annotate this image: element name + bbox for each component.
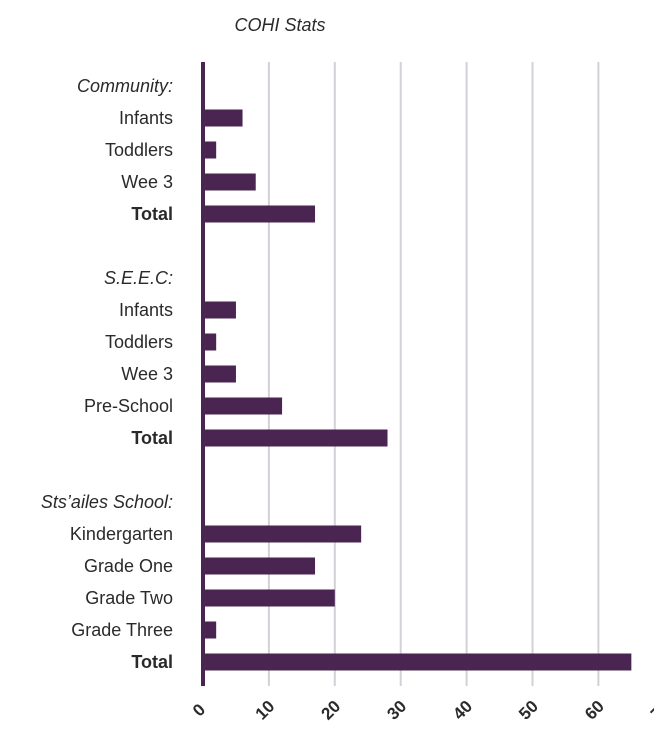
category-label-2: Toddlers bbox=[105, 140, 173, 160]
bar-3 bbox=[203, 173, 256, 191]
category-label-13: Sts’ailes School: bbox=[41, 492, 173, 512]
x-tick-label-60: 60 bbox=[581, 697, 608, 724]
category-label-17: Grade Three bbox=[71, 620, 173, 640]
bar-11 bbox=[203, 429, 388, 447]
bar-15 bbox=[203, 557, 316, 575]
bar-10 bbox=[203, 397, 283, 415]
grid-lines bbox=[267, 62, 600, 686]
category-label-16: Grade Two bbox=[85, 588, 173, 608]
bar-17 bbox=[203, 621, 217, 639]
category-label-6: S.E.E.C: bbox=[104, 268, 173, 288]
category-label-14: Kindergarten bbox=[70, 524, 173, 544]
bar-9 bbox=[203, 365, 236, 383]
bar-7 bbox=[203, 301, 236, 319]
category-label-1: Infants bbox=[119, 108, 173, 128]
category-label-11: Total bbox=[131, 428, 173, 448]
category-label-8: Toddlers bbox=[105, 332, 173, 352]
x-tick-label-50: 50 bbox=[515, 697, 542, 724]
category-label-9: Wee 3 bbox=[121, 364, 173, 384]
bar-14 bbox=[203, 525, 362, 543]
x-tick-label-30: 30 bbox=[383, 697, 410, 724]
x-tick-label-20: 20 bbox=[318, 697, 345, 724]
bars bbox=[203, 109, 632, 671]
bar-4 bbox=[203, 205, 316, 223]
bar-18 bbox=[203, 653, 632, 671]
x-tick-label-70: 70 bbox=[647, 697, 654, 724]
category-label-15: Grade One bbox=[84, 556, 173, 576]
x-tick-label-0: 0 bbox=[189, 700, 209, 720]
category-label-4: Total bbox=[131, 204, 173, 224]
category-label-18: Total bbox=[131, 652, 173, 672]
bar-8 bbox=[203, 333, 217, 351]
category-labels: Community: Infants Toddlers Wee 3 Total S.E.E… bbox=[41, 76, 173, 672]
x-axis-ticks: 0 10 20 30 40 50 60 70 bbox=[189, 697, 654, 724]
category-label-0: Community: bbox=[77, 76, 173, 96]
chart-title: COHI Stats bbox=[234, 15, 325, 35]
category-label-3: Wee 3 bbox=[121, 172, 173, 192]
bar-16 bbox=[203, 589, 335, 607]
bar-1 bbox=[203, 109, 243, 127]
x-tick-label-40: 40 bbox=[449, 697, 476, 724]
category-label-10: Pre-School bbox=[84, 396, 173, 416]
bar-2 bbox=[203, 141, 217, 159]
category-label-7: Infants bbox=[119, 300, 173, 320]
x-tick-label-10: 10 bbox=[252, 697, 279, 724]
